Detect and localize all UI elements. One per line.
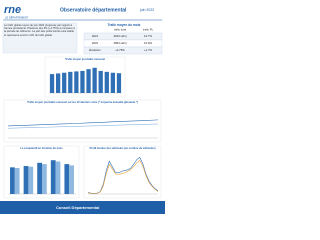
table-cell: 2021 xyxy=(92,34,99,38)
chart-title: Trafic moyen journalier mensuel sur les … xyxy=(27,101,138,104)
bar xyxy=(80,70,85,93)
footer-band xyxy=(0,201,165,214)
bar xyxy=(28,166,34,194)
table-cell: +4.75% xyxy=(115,48,125,52)
bar xyxy=(92,67,97,93)
bar xyxy=(64,164,70,194)
chart-title-holder: Profil horaire des véhicules (en nombre … xyxy=(89,147,156,150)
bar xyxy=(37,162,42,194)
bar xyxy=(10,167,15,194)
bar xyxy=(62,72,67,93)
chart-frame xyxy=(83,145,162,199)
table-cell: 10.7% xyxy=(144,34,152,38)
table-cell: 10.9% xyxy=(144,41,152,45)
bar xyxy=(110,72,116,93)
footer-text: Conseil Départemental xyxy=(56,205,99,210)
chart-title: Le comparatif en fonction du mois xyxy=(20,147,63,150)
bar xyxy=(69,165,74,194)
chart-title-holder: Trafic moyen journalier mensuel sur les … xyxy=(27,101,138,104)
table-cell: +1.7% xyxy=(144,48,153,52)
table-cell: Évolution xyxy=(89,47,101,52)
table-cell: 4644 véh/j xyxy=(114,34,127,38)
table-title: Trafic moyen du mois xyxy=(108,23,141,27)
line xyxy=(7,119,159,127)
page: rne LE DÉPARTEMENT Observatoire départem… xyxy=(0,0,165,214)
column-header: trafic total xyxy=(114,28,127,32)
intro-box xyxy=(2,22,78,54)
bar xyxy=(55,73,61,93)
bar xyxy=(68,71,73,93)
column-header: trafic PL xyxy=(143,28,154,32)
bar xyxy=(74,71,79,93)
intro-text: Le trafic global moyen de juin 2022 prog… xyxy=(4,24,75,37)
table-cell: 4864 véh/j xyxy=(114,41,127,45)
bar xyxy=(116,73,122,93)
bar xyxy=(50,160,56,194)
table-row xyxy=(83,46,163,55)
chart-title: Trafic moyen journalier mensuel xyxy=(65,58,105,61)
bar xyxy=(104,71,109,93)
bar xyxy=(98,70,103,93)
page-title: Observatoire départemental xyxy=(60,7,127,13)
line xyxy=(7,123,159,129)
chart-title: Profil horaire des véhicules (en nombre … xyxy=(89,147,156,150)
line xyxy=(87,156,159,194)
logo: rne xyxy=(4,4,21,16)
bar xyxy=(14,168,20,194)
bar xyxy=(55,161,61,194)
chart-title-holder: Le comparatif en fonction du mois xyxy=(20,147,63,150)
date: juin 2022 xyxy=(139,8,154,12)
chart-title-holder: Trafic moyen journalier mensuel xyxy=(65,58,105,61)
bar xyxy=(49,74,55,93)
charts: Trafic moyen journalier mensuel Trafic mo… xyxy=(3,56,162,199)
line xyxy=(87,160,159,194)
bar xyxy=(23,166,29,194)
intro-holder: Le trafic global moyen de juin 2022 prog… xyxy=(4,24,75,37)
bar xyxy=(86,69,91,93)
bar xyxy=(42,164,47,194)
logo-subtitle: LE DÉPARTEMENT xyxy=(5,15,29,20)
table-cell: 2022 xyxy=(92,41,99,45)
